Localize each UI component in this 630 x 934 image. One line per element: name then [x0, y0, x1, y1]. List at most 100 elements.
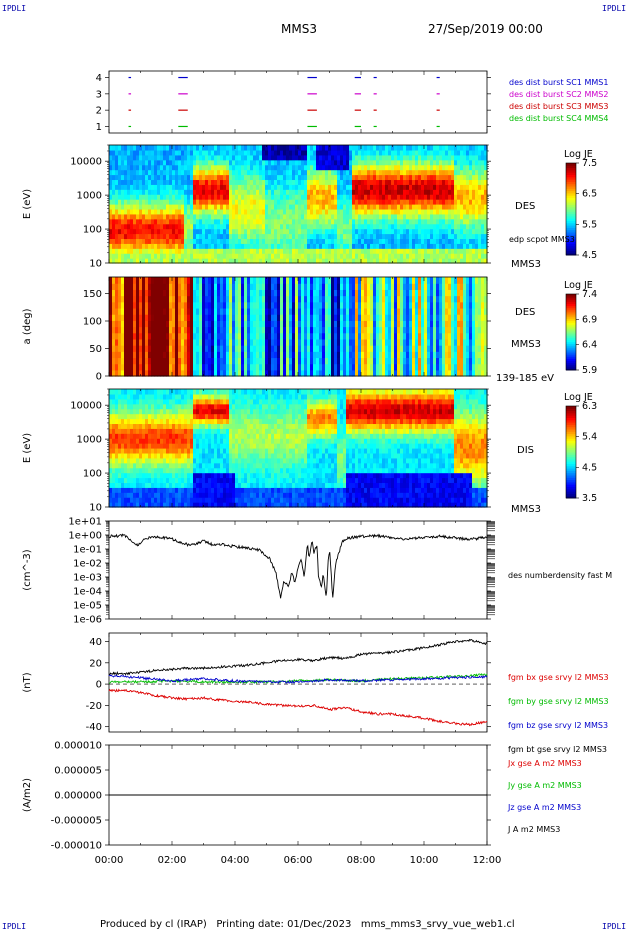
- heatmap-cell: [265, 295, 269, 303]
- heatmap-cell: [280, 332, 284, 340]
- heatmap-cell: [343, 369, 347, 377]
- heatmap-cell: [259, 189, 263, 195]
- heatmap-cell: [307, 332, 311, 340]
- heatmap-cell: [340, 228, 344, 235]
- y-tick-label: 1: [96, 122, 102, 133]
- heatmap-cell: [226, 218, 230, 225]
- heatmap-cell: [247, 351, 251, 359]
- heatmap-cell: [190, 351, 194, 359]
- heatmap-cell: [376, 345, 380, 352]
- heatmap-cell: [448, 253, 452, 259]
- heatmap-cell: [268, 369, 272, 377]
- heatmap-cell: [193, 289, 197, 297]
- heatmap-cell: [196, 283, 200, 290]
- heatmap-cell: [130, 159, 134, 166]
- heatmap-cell: [199, 277, 203, 284]
- heatmap-cell: [145, 189, 149, 195]
- heatmap-cell: [304, 223, 308, 230]
- heatmap-cell: [229, 301, 233, 309]
- heatmap-cell: [175, 228, 179, 235]
- heatmap-cell: [388, 248, 392, 254]
- heatmap-cell: [298, 184, 302, 190]
- heatmap-cell: [319, 194, 323, 200]
- heatmap-cell: [463, 243, 467, 249]
- heatmap-cell: [181, 314, 185, 321]
- heatmap-cell: [280, 149, 284, 156]
- heatmap-cell: [418, 238, 422, 244]
- colorbar-cell: [566, 183, 576, 187]
- heatmap-cell: [388, 194, 392, 200]
- heatmap-cell: [142, 326, 146, 334]
- heatmap-cell: [283, 332, 287, 340]
- heatmap-cell: [214, 351, 218, 359]
- heatmap-cell: [328, 199, 332, 205]
- heatmap-cell: [352, 314, 356, 321]
- heatmap-cell: [178, 213, 182, 220]
- heatmap-cell: [457, 228, 461, 235]
- heatmap-cell: [118, 199, 122, 205]
- heatmap-cell: [376, 289, 380, 297]
- heatmap-cell: [169, 338, 173, 346]
- heatmap-cell: [193, 149, 197, 156]
- heatmap-cell: [346, 149, 350, 156]
- heatmap-cell: [160, 145, 164, 151]
- heatmap-cell: [415, 194, 419, 200]
- heatmap-cell: [151, 289, 155, 297]
- heatmap-cell: [256, 194, 260, 200]
- heatmap-cell: [250, 283, 254, 290]
- heatmap-cell: [358, 174, 362, 181]
- heatmap-cell: [118, 314, 122, 321]
- heatmap-cell: [397, 258, 401, 264]
- heatmap-cell: [112, 169, 116, 176]
- heatmap-cell: [400, 213, 404, 220]
- heatmap-cell: [334, 301, 338, 309]
- heatmap-cell: [238, 326, 242, 334]
- heatmap-cell: [325, 289, 329, 297]
- heatmap-cell: [196, 199, 200, 205]
- heatmap-cell: [298, 208, 302, 215]
- heatmap-cell: [343, 179, 347, 185]
- heatmap-cell: [187, 199, 191, 205]
- heatmap-cell: [484, 159, 488, 166]
- heatmap-cell: [376, 213, 380, 220]
- heatmap-cell: [127, 283, 131, 290]
- heatmap-cell: [193, 338, 197, 346]
- heatmap-cell: [115, 320, 119, 328]
- heatmap-cell: [415, 332, 419, 340]
- heatmap-cell: [136, 159, 140, 166]
- heatmap-cell: [280, 184, 284, 190]
- heatmap-cell: [382, 243, 386, 249]
- heatmap-cell: [124, 169, 128, 176]
- heatmap-cell: [223, 314, 227, 321]
- heatmap-cell: [211, 307, 215, 315]
- heatmap-cell: [220, 326, 224, 334]
- heatmap-cell: [472, 169, 476, 176]
- heatmap-cell: [190, 253, 194, 259]
- heatmap-cell: [430, 223, 434, 230]
- heatmap-cell: [268, 223, 272, 230]
- heatmap-cell: [337, 301, 341, 309]
- heatmap-cell: [301, 218, 305, 225]
- heatmap-cell: [373, 307, 377, 315]
- heatmap-cell: [163, 194, 167, 200]
- heatmap-cell: [298, 218, 302, 225]
- heatmap-cell: [268, 194, 272, 200]
- heatmap-cell: [403, 218, 407, 225]
- heatmap-cell: [133, 357, 137, 365]
- heatmap-cell: [409, 277, 413, 284]
- heatmap-cell: [166, 295, 170, 303]
- heatmap-cell: [118, 194, 122, 200]
- heatmap-cell: [361, 301, 365, 309]
- heatmap-cell: [307, 238, 311, 244]
- heatmap-cell: [325, 258, 329, 264]
- heatmap-cell: [262, 307, 266, 315]
- heatmap-cell: [244, 154, 248, 161]
- heatmap-cell: [175, 184, 179, 190]
- heatmap-cell: [475, 253, 479, 259]
- heatmap-cell: [112, 295, 116, 303]
- heatmap-cell: [115, 228, 119, 235]
- heatmap-cell: [391, 295, 395, 303]
- heatmap-cell: [292, 253, 296, 259]
- heatmap-cell: [391, 283, 395, 290]
